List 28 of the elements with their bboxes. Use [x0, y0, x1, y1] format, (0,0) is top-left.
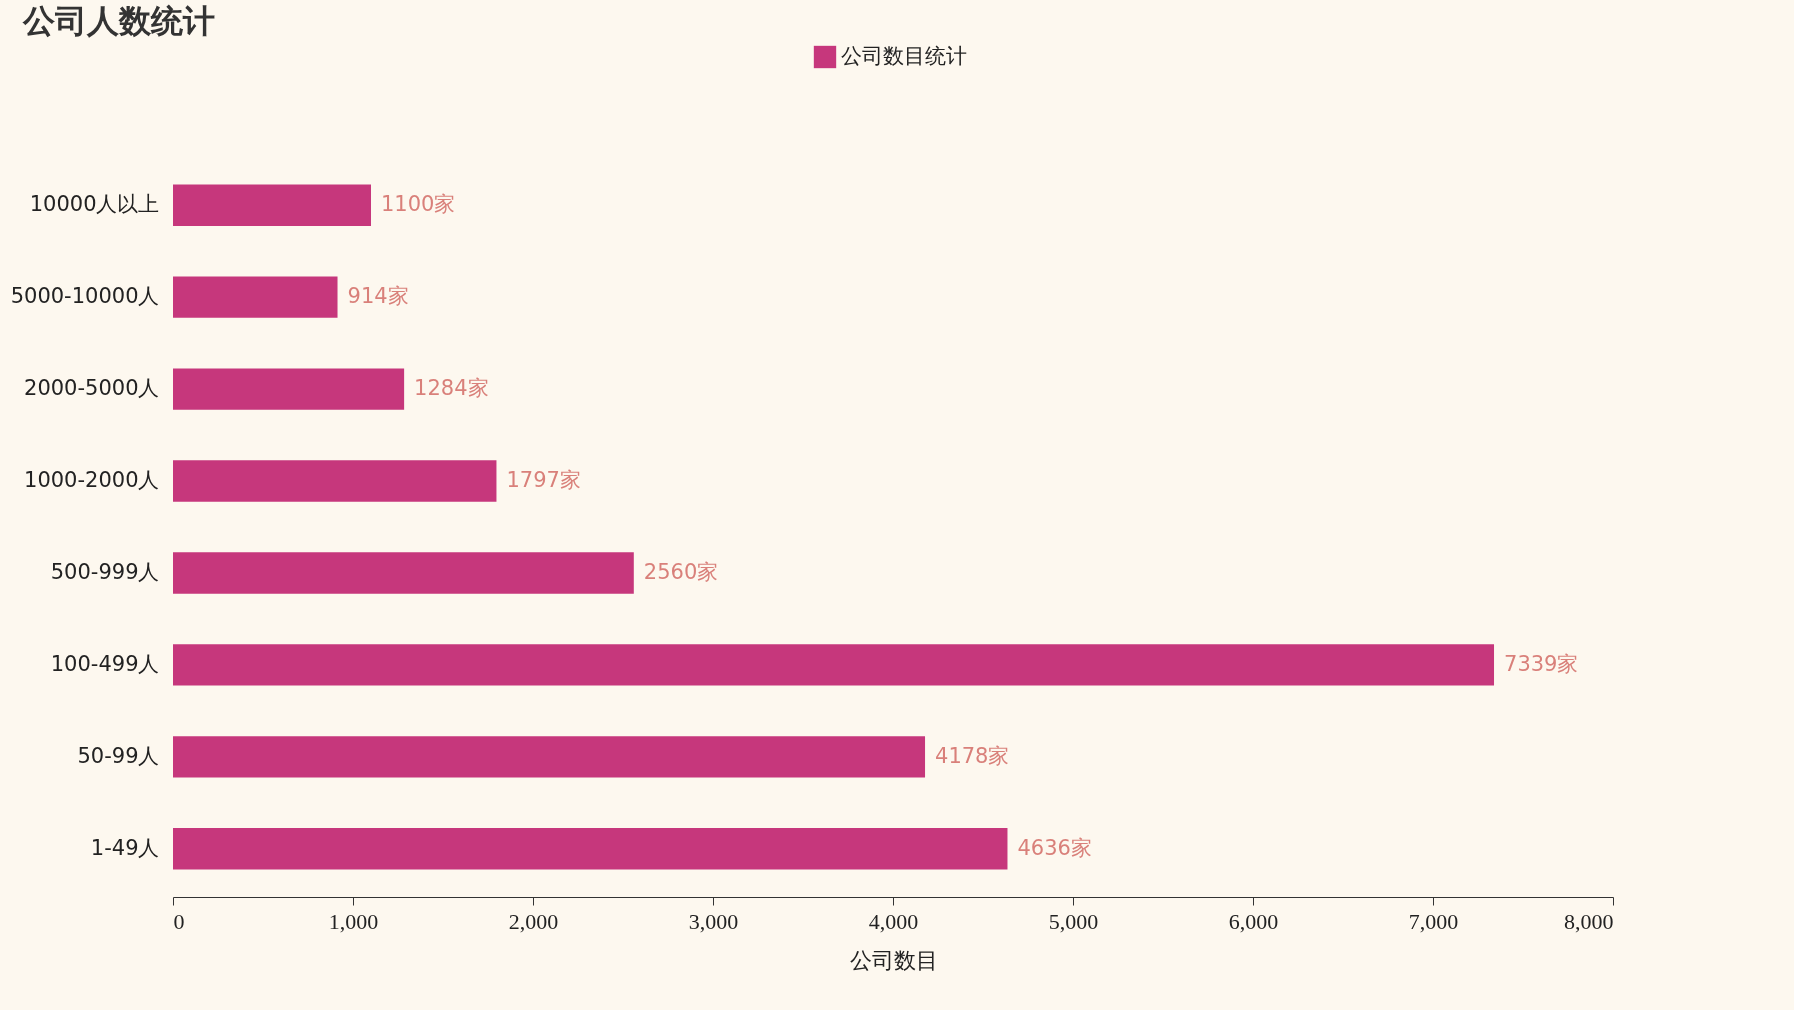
x-tick-label: 8,000	[1564, 908, 1614, 934]
data-label: 7339家	[1504, 651, 1579, 676]
y-tick-label: 1-49人	[90, 835, 160, 860]
x-tick-label: 2,000	[508, 908, 559, 934]
x-tick-label: 5,000	[1048, 908, 1099, 934]
y-tick-label: 2000-5000人	[24, 376, 160, 401]
data-label: 1284家	[414, 376, 489, 401]
x-tick-label: 0	[173, 908, 185, 934]
data-label: 4178家	[935, 743, 1010, 768]
x-tick-label: 3,000	[688, 908, 739, 934]
x-tick-label: 4,000	[868, 908, 919, 934]
y-tick-label: 50-99人	[77, 743, 160, 768]
data-label: 1797家	[506, 468, 581, 493]
x-tick-label: 7,000	[1408, 908, 1459, 934]
data-label: 1100家	[381, 192, 456, 217]
y-tick-label: 1000-2000人	[24, 468, 160, 493]
data-label: 914家	[347, 284, 409, 309]
y-tick-label: 10000人以上	[29, 192, 160, 217]
y-tick-label: 100-499人	[50, 651, 160, 676]
x-tick-label: 6,000	[1228, 908, 1279, 934]
data-label: 4636家	[1017, 835, 1092, 860]
legend-label: 公司数目统计	[841, 44, 967, 68]
x-tick-label: 1,000	[328, 908, 379, 934]
y-tick-label: 500-999人	[50, 559, 160, 584]
chart-title: 公司人数统计	[22, 2, 215, 40]
x-axis-title: 公司数目	[849, 947, 938, 973]
data-label: 2560家	[643, 559, 719, 584]
y-tick-label: 5000-10000人	[10, 284, 160, 309]
